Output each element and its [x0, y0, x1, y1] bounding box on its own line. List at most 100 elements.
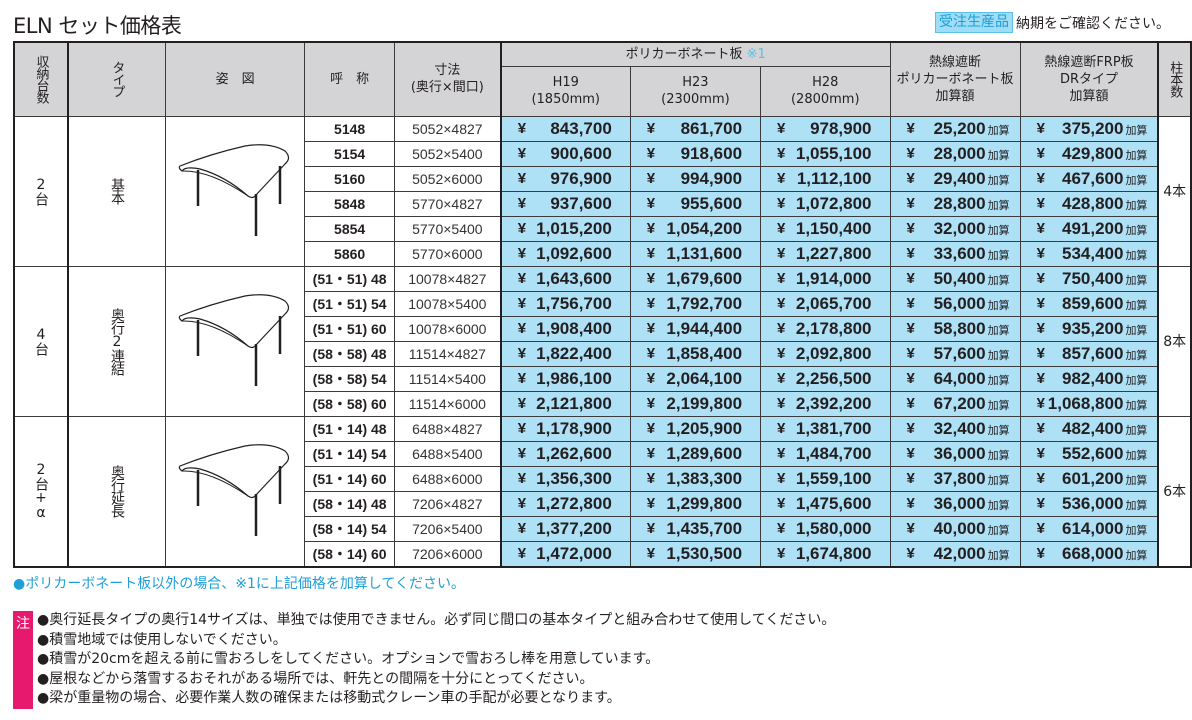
table-row: (58・14) 54 7206×5400 ¥1,377,200 ¥1,435,700 ¥… [14, 515, 1191, 542]
price-h28-cell: ¥1,055,100 [760, 140, 891, 167]
addition-suffix: 加算 [1125, 474, 1148, 487]
heat-poly-cell: ¥32,000 加算 [889, 215, 1021, 242]
header-h23: H23 (2300mm) [629, 65, 762, 117]
yen-sign: ¥ [906, 545, 915, 562]
heat-poly-cell: ¥32,400 加算 [889, 415, 1021, 442]
price-h28-cell: ¥1,112,100 [760, 165, 891, 192]
addition-suffix: 加算 [987, 499, 1010, 512]
capacity-cell: 2台+α [13, 415, 69, 567]
carport-basic-icon [178, 144, 290, 236]
yen-sign: ¥ [517, 170, 527, 187]
header-figure: 姿 図 [164, 41, 306, 117]
addition-value: 467,600 [1061, 168, 1124, 188]
yen-sign: ¥ [517, 470, 527, 487]
table-row: 5160 5052×6000 ¥976,900 ¥994,900 ¥1,112,100 ¥… [14, 165, 1191, 192]
yen-sign: ¥ [646, 220, 656, 237]
header-type: タイプ [67, 41, 166, 117]
addition-suffix: 加算 [987, 349, 1010, 362]
yen-sign: ¥ [517, 245, 527, 262]
addition-suffix: 加算 [987, 199, 1010, 212]
dimension-cell: 11514×6000 [394, 390, 502, 417]
yen-sign: ¥ [517, 395, 527, 412]
yen-sign: ¥ [1036, 270, 1045, 287]
price-value: 1,914,000 [795, 268, 872, 288]
heat-frp-cell: ¥491,200 加算 [1019, 215, 1159, 242]
addition-suffix: 加算 [987, 274, 1010, 287]
yen-sign: ¥ [777, 120, 786, 137]
addition-value: 552,600 [1061, 443, 1124, 463]
price-h23-cell: ¥1,299,800 [629, 490, 762, 517]
yen-sign: ¥ [777, 295, 786, 312]
type-cell: 奥行延長 [67, 415, 166, 567]
table-row: (58・14) 48 7206×4827 ¥1,272,800 ¥1,299,800 ¥… [14, 490, 1191, 517]
addition-suffix: 加算 [987, 374, 1010, 387]
heat-poly-cell: ¥29,400 加算 [889, 165, 1021, 192]
price-h23-cell: ¥2,064,100 [629, 365, 762, 392]
heat-poly-cell: ¥36,000 加算 [889, 490, 1021, 517]
price-value: 1,944,400 [666, 318, 743, 338]
yen-sign: ¥ [1036, 520, 1045, 537]
capacity-cell: 2台 [13, 115, 69, 267]
name-cell: (51・51) 54 [304, 290, 396, 317]
yen-sign: ¥ [646, 320, 656, 337]
caution-list: ●奥行延長タイプの奥行14サイズは、単独では使用できません。必ず同じ間口の基本タ… [37, 611, 835, 709]
addition-value: 428,800 [1061, 193, 1124, 213]
dimension-cell: 6488×6000 [394, 465, 502, 492]
order-note-text: 納期をご確認ください。 [1016, 15, 1170, 32]
table-row: 5154 5052×5400 ¥900,600 ¥918,600 ¥1,055,100 ¥… [14, 140, 1191, 167]
addition-suffix: 加算 [1125, 374, 1148, 387]
price-value: 1,792,700 [666, 293, 743, 313]
asterisk-note-mark: ※1 [746, 46, 766, 62]
heat-frp-cell: ¥935,200 加算 [1019, 315, 1159, 342]
addition-suffix: 加算 [1125, 424, 1148, 437]
type-cell: 基本 [67, 115, 166, 267]
addition-value: 750,400 [1061, 268, 1124, 288]
table-row: (58・14) 60 7206×6000 ¥1,472,000 ¥1,530,500 ¥… [14, 540, 1191, 567]
dimension-cell: 10078×4827 [394, 265, 502, 292]
yen-sign: ¥ [517, 270, 527, 287]
addition-value: 859,600 [1061, 293, 1124, 313]
addition-suffix: 加算 [987, 449, 1010, 462]
heat-poly-cell: ¥28,000 加算 [889, 140, 1021, 167]
price-h23-cell: ¥1,679,600 [629, 265, 762, 292]
price-h28-cell: ¥2,392,200 [760, 390, 891, 417]
price-h28-cell: ¥2,065,700 [760, 290, 891, 317]
figure-cell [164, 265, 306, 417]
name-cell: (51・14) 60 [304, 465, 396, 492]
posts-cell: 4本 [1157, 115, 1192, 267]
caution-item: ●梁が重量物の場合、必要作業人数の確保または移動式クレーン車の手配が必要となりま… [37, 690, 621, 707]
figure-cell [164, 415, 306, 567]
price-h23-cell: ¥1,858,400 [629, 340, 762, 367]
price-value: 900,600 [550, 143, 612, 163]
yen-sign: ¥ [646, 520, 656, 537]
heat-frp-cell: ¥668,000 加算 [1019, 540, 1159, 567]
price-h28-cell: ¥1,381,700 [760, 415, 891, 442]
yen-sign: ¥ [906, 120, 915, 137]
yen-sign: ¥ [646, 395, 656, 412]
yen-sign: ¥ [777, 445, 786, 462]
price-value: 1,559,100 [795, 468, 872, 488]
caution-item: ●奥行延長タイプの奥行14サイズは、単独では使用できません。必ず同じ間口の基本タ… [37, 612, 836, 628]
price-value: 1,383,300 [666, 468, 743, 488]
heat-frp-cell: ¥859,600 加算 [1019, 290, 1159, 317]
addition-value: 57,600 [933, 343, 986, 363]
yen-sign: ¥ [906, 470, 915, 487]
yen-sign: ¥ [906, 420, 915, 437]
yen-sign: ¥ [906, 195, 915, 212]
yen-sign: ¥ [646, 420, 656, 437]
dimension-cell: 7206×6000 [394, 540, 502, 567]
header-capacity: 収納台数 [13, 41, 69, 117]
addition-suffix: 加算 [1125, 124, 1148, 137]
name-cell: 5848 [304, 190, 396, 217]
yen-sign: ¥ [1036, 320, 1045, 337]
addition-value: 982,400 [1061, 368, 1124, 388]
polycarbonate-footnote: ●ポリカーボネート板以外の場合、※1に上記価格を加算してください。 [13, 576, 466, 592]
price-value: 1,908,400 [536, 318, 612, 338]
addition-value: 58,800 [933, 318, 986, 338]
name-cell: (58・14) 60 [304, 540, 396, 567]
heat-frp-cell: ¥857,600 加算 [1019, 340, 1159, 367]
yen-sign: ¥ [777, 545, 786, 562]
addition-suffix: 加算 [1125, 349, 1148, 362]
yen-sign: ¥ [906, 220, 915, 237]
yen-sign: ¥ [906, 370, 915, 387]
